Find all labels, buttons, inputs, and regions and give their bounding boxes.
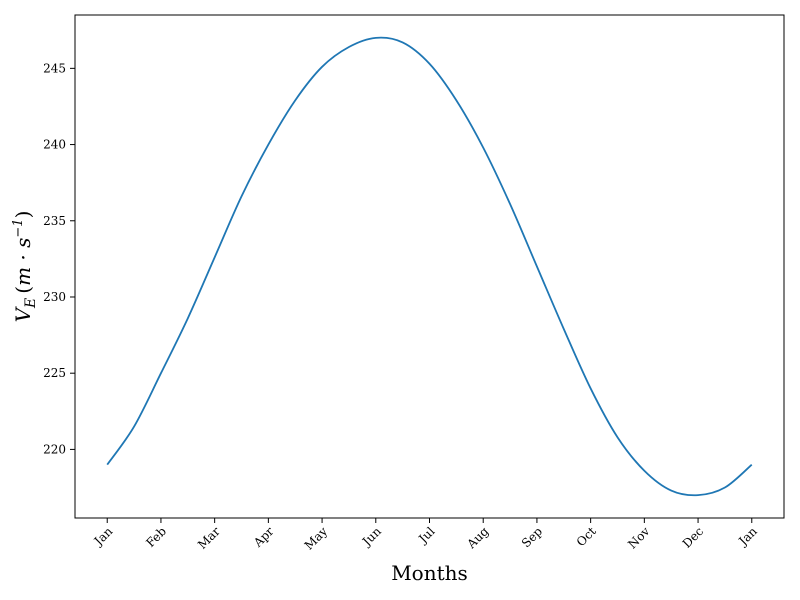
- x-tick-label: Feb: [143, 524, 169, 550]
- x-tick-label: Mar: [195, 524, 223, 552]
- x-axis: Jan Feb Mar Apr May Jun Jul Aug Sep Oct Nov Dec Jan: [90, 518, 760, 553]
- y-tick-label: 230: [43, 290, 66, 304]
- x-axis-title: Months: [391, 561, 468, 585]
- plot-area: [74, 14, 785, 519]
- x-tick-label: Aug: [464, 524, 492, 552]
- y-tick-label: 235: [43, 214, 66, 228]
- x-tick-label: Oct: [574, 524, 599, 549]
- series-line: [106, 36, 753, 497]
- y-tick-label: 245: [43, 61, 66, 75]
- x-tick-label: Jun: [358, 524, 384, 550]
- y-tick-label: 240: [43, 138, 66, 152]
- y-axis: 220 225 230 235 240 245: [43, 61, 75, 456]
- y-axis-title: VE(m · s−1): [11, 211, 39, 323]
- y-tick-label: 225: [43, 366, 66, 380]
- x-tick-label: Dec: [680, 524, 707, 551]
- x-tick-label: Jul: [415, 524, 438, 547]
- x-tick-label: May: [302, 524, 331, 553]
- x-tick-label: Nov: [625, 524, 652, 551]
- x-tick-label: Jan: [90, 524, 115, 549]
- x-tick-label: Jan: [735, 524, 760, 549]
- y-tick-label: 220: [43, 442, 66, 456]
- x-tick-label: Sep: [519, 524, 545, 550]
- x-tick-label: Apr: [250, 524, 276, 550]
